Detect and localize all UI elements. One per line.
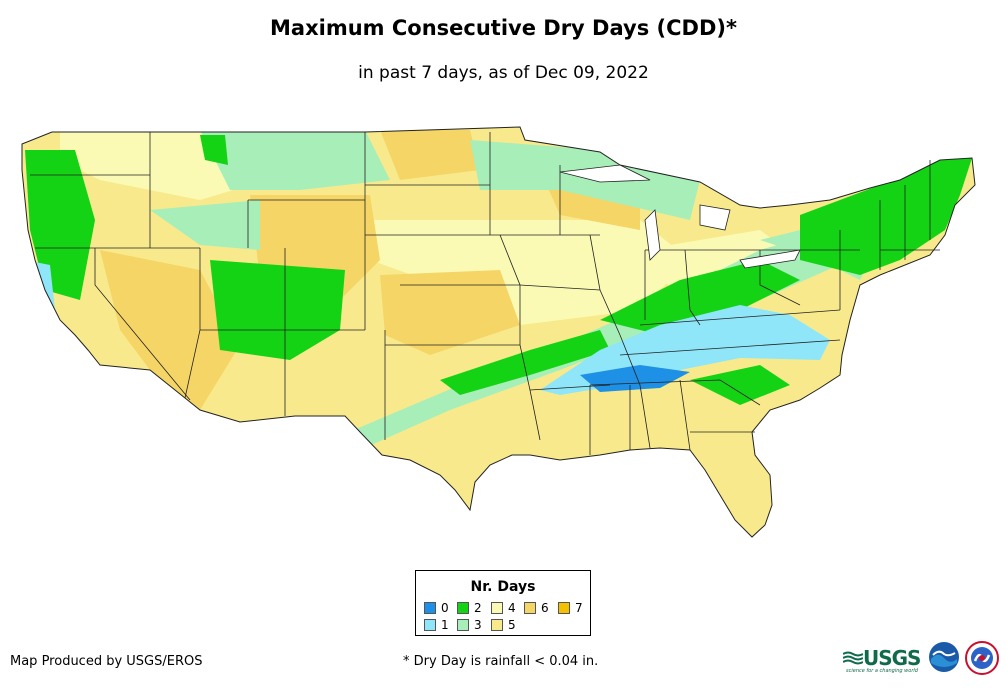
cdd-class-3-zone [470, 140, 700, 220]
usgs-logo-text: USGS [863, 646, 921, 670]
noaa-logo-icon [929, 642, 959, 672]
cdd-class-6-zone [100, 250, 240, 410]
legend-item-0: 0 [424, 601, 449, 615]
usgs-logo: USGS [843, 646, 921, 670]
legend-swatch [491, 619, 503, 631]
legend-label: 5 [508, 618, 516, 632]
legend-swatch [424, 619, 436, 631]
cdd-class-3-zone [150, 200, 260, 250]
legend-label: 2 [474, 601, 482, 615]
legend-swatch [457, 619, 469, 631]
us-cdd-map [21, 126, 976, 538]
footnote-text: * Dry Day is rainfall < 0.04 in. [403, 654, 599, 669]
legend-item-1: 1 [424, 618, 449, 632]
great-lakes [559, 164, 801, 269]
nws-logo-icon [965, 641, 999, 675]
cdd-raster [22, 127, 975, 537]
legend-swatch [558, 602, 570, 614]
legend-swatch [424, 602, 436, 614]
cdd-class-2-zone [800, 155, 972, 275]
cdd-class-2-zone [440, 330, 610, 395]
legend-swatch [457, 602, 469, 614]
cdd-class-2-zone [600, 260, 800, 335]
legend-label: 4 [508, 601, 516, 615]
legend-label: 1 [441, 618, 449, 632]
cdd-class-2-zone [200, 135, 228, 165]
legend-item-2: 2 [457, 601, 482, 615]
legend-item-5: 5 [491, 618, 516, 632]
cdd-class-2-zone [210, 260, 345, 360]
legend-label: 0 [441, 601, 449, 615]
legend-item-7: 7 [558, 601, 583, 615]
legend-label: 7 [575, 601, 583, 615]
legend-item-6: 6 [524, 601, 549, 615]
cdd-class-3-zone [200, 130, 390, 190]
legend-label: 6 [541, 601, 549, 615]
usgs-tagline: science for a changing world [846, 668, 918, 674]
legend-title: Nr. Days [470, 579, 536, 595]
legend-items: 0 1 2 3 4 5 6 7 [424, 601, 594, 635]
map-title: Maximum Consecutive Dry Days (CDD)* [270, 16, 737, 40]
cdd-class-2-zone [25, 150, 95, 300]
cdd-class-6-zone [380, 130, 480, 180]
legend-swatch [524, 602, 536, 614]
legend: Nr. Days 0 1 2 3 4 5 6 [415, 570, 591, 636]
map-subtitle: in past 7 days, as of Dec 09, 2022 [358, 63, 649, 83]
state-boundaries [21, 126, 976, 538]
agency-logos: USGS science for a changing world [843, 640, 1003, 680]
usgs-wave-icon [843, 651, 863, 665]
credit-text: Map Produced by USGS/EROS [10, 654, 203, 669]
legend-label: 3 [474, 618, 482, 632]
legend-item-3: 3 [457, 618, 482, 632]
cdd-class-6-zone [380, 270, 520, 355]
cdd-class-4-zone [370, 220, 690, 325]
legend-item-4: 4 [491, 601, 516, 615]
legend-swatch [491, 602, 503, 614]
cdd-class-2-zone [690, 365, 790, 405]
